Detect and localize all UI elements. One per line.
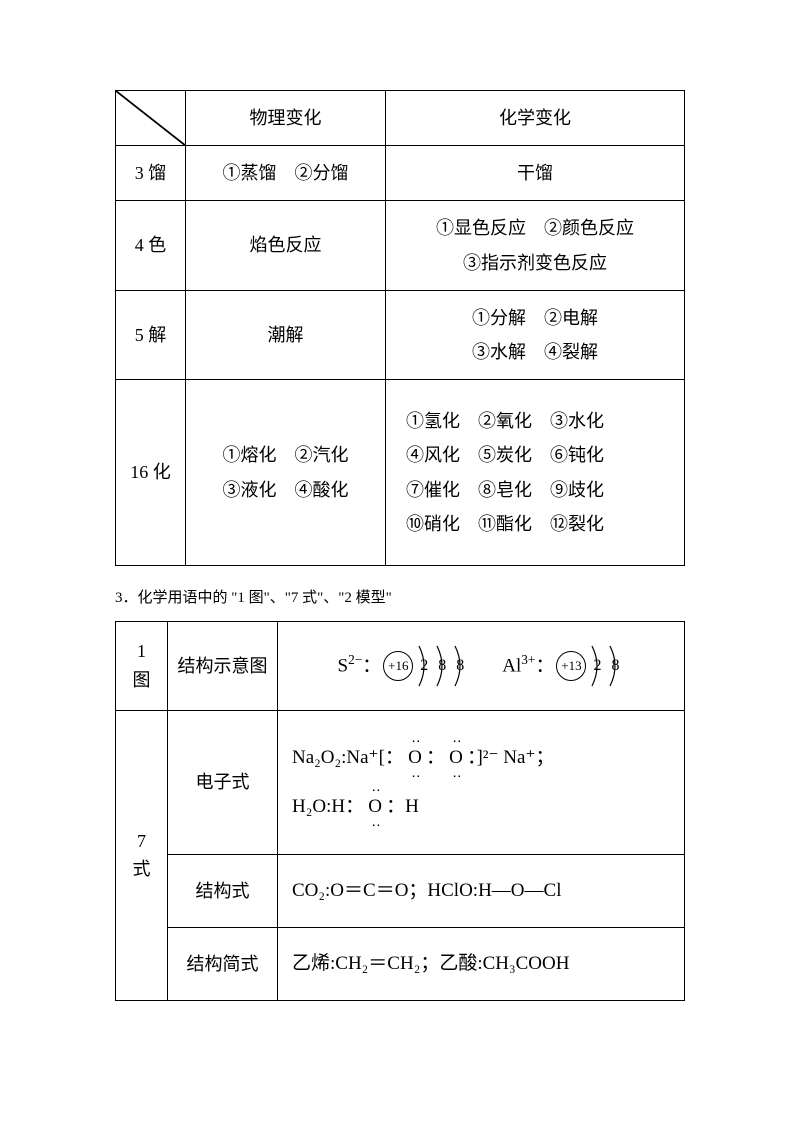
table-row: 结构式 CO₂:O＝C＝O；HClO:H—O—Cl bbox=[116, 854, 685, 927]
slash-header-cell bbox=[116, 91, 186, 146]
table-row: 4 色 焰色反应 ①显色反应 ②颜色反应 ③指示剂变色反应 bbox=[116, 201, 685, 290]
chemical-cell: ①分解 ②电解 ③水解 ④裂解 bbox=[386, 290, 685, 379]
shell-icon: 8 bbox=[433, 642, 451, 690]
shell-number: 8 bbox=[438, 651, 446, 681]
shell-icon: 8 bbox=[606, 642, 624, 690]
changes-table: 物理变化 化学变化 3 馏 ①蒸馏 ②分馏 干馏 4 色 焰色反应 ①显色反应 … bbox=[115, 90, 685, 566]
chemical-cell: ①显色反应 ②颜色反应 ③指示剂变色反应 bbox=[386, 201, 685, 290]
row-label-structural: 结构式 bbox=[168, 854, 278, 927]
al-nucleus: +13 bbox=[556, 651, 586, 681]
shell-number: 8 bbox=[456, 651, 464, 681]
table-row: 3 馏 ①蒸馏 ②分馏 干馏 bbox=[116, 146, 685, 201]
shell-icon: 8 bbox=[451, 642, 469, 690]
lewis-oxygen-icon: O bbox=[404, 733, 426, 782]
na2o2-suffix: ]²⁻ Na⁺； bbox=[476, 747, 554, 768]
row-label-electron: 电子式 bbox=[168, 710, 278, 854]
row-head-7shi: 7 式 bbox=[116, 710, 168, 1000]
row-label-condensed: 结构简式 bbox=[168, 927, 278, 1000]
aluminum-atom-diagram: Al3+： +13 2 8 bbox=[502, 642, 624, 690]
lewis-oxygen-icon: O bbox=[445, 733, 467, 782]
sulfur-symbol: S bbox=[338, 655, 349, 676]
section-caption: 3．化学用语中的 "1 图"、"7 式"、"2 模型" bbox=[115, 586, 685, 607]
sulfur-atom-diagram: S2−： +16 2 8 8 bbox=[338, 642, 470, 690]
atom-diagram-cell: S2−： +16 2 8 8 Al3+： +13 2 8 bbox=[278, 621, 685, 710]
lewis-oxygen-icon: O bbox=[364, 782, 386, 831]
na2o2-prefix: Na₂O₂:Na⁺[ bbox=[292, 747, 385, 768]
chemical-cell: ①氢化 ②氧化 ③水化 ④风化 ⑤炭化 ⑥钝化 ⑦催化 ⑧皂化 ⑨歧化 ⑩硝化 … bbox=[386, 380, 685, 566]
h2o-prefix: H₂O:H bbox=[292, 796, 345, 817]
shell-number: 2 bbox=[593, 651, 601, 681]
table-row: 16 化 ①熔化 ②汽化 ③液化 ④酸化 ①氢化 ②氧化 ③水化 ④风化 ⑤炭化… bbox=[116, 380, 685, 566]
shell-number: 8 bbox=[611, 651, 619, 681]
physical-cell: ①熔化 ②汽化 ③液化 ④酸化 bbox=[186, 380, 386, 566]
al-charge: 3+ bbox=[521, 652, 535, 667]
row-label: 5 解 bbox=[116, 290, 186, 379]
shell-number: 2 bbox=[420, 651, 428, 681]
structural-formula-cell: CO₂:O＝C＝O；HClO:H—O—Cl bbox=[278, 854, 685, 927]
physical-cell: 焰色反应 bbox=[186, 201, 386, 290]
h2o-suffix: H bbox=[405, 796, 419, 817]
row-label: 4 色 bbox=[116, 201, 186, 290]
row-label: 16 化 bbox=[116, 380, 186, 566]
table-row: 结构简式 乙烯:CH₂＝CH₂；乙酸:CH₃COOH bbox=[116, 927, 685, 1000]
condensed-formula-cell: 乙烯:CH₂＝CH₂；乙酸:CH₃COOH bbox=[278, 927, 685, 1000]
row-label: 3 馏 bbox=[116, 146, 186, 201]
notation-table: 1 图 结构示意图 S2−： +16 2 8 8 Al3+： +13 2 8 7… bbox=[115, 621, 685, 1001]
al-symbol: Al bbox=[502, 655, 521, 676]
row-label-structure-diagram: 结构示意图 bbox=[168, 621, 278, 710]
physical-cell: 潮解 bbox=[186, 290, 386, 379]
table-row: 1 图 结构示意图 S2−： +16 2 8 8 Al3+： +13 2 8 bbox=[116, 621, 685, 710]
row-head-1tu: 1 图 bbox=[116, 621, 168, 710]
header-chemical: 化学变化 bbox=[386, 91, 685, 146]
shell-icon: 2 bbox=[588, 642, 606, 690]
sulfur-nucleus: +16 bbox=[383, 651, 413, 681]
sulfur-charge: 2− bbox=[348, 652, 362, 667]
header-physical: 物理变化 bbox=[186, 91, 386, 146]
shell-icon: 2 bbox=[415, 642, 433, 690]
table-row: 7 式 电子式 Na₂O₂:Na⁺[：O：O：]²⁻ Na⁺； H₂O:H：O：… bbox=[116, 710, 685, 854]
chemical-cell: 干馏 bbox=[386, 146, 685, 201]
physical-cell: ①蒸馏 ②分馏 bbox=[186, 146, 386, 201]
electron-formula-cell: Na₂O₂:Na⁺[：O：O：]²⁻ Na⁺； H₂O:H：O：H bbox=[278, 710, 685, 854]
table-row: 5 解 潮解 ①分解 ②电解 ③水解 ④裂解 bbox=[116, 290, 685, 379]
